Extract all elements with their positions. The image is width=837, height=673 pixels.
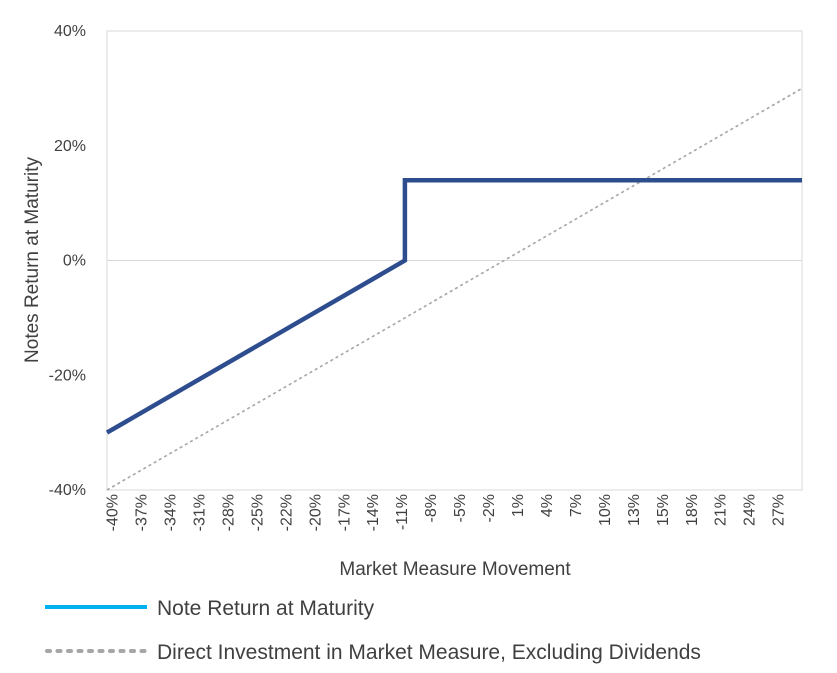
x-tick-label: -37% <box>134 494 151 531</box>
x-tick-label: 1% <box>510 494 527 517</box>
x-tick-label: -2% <box>481 494 498 522</box>
x-tick-label: -14% <box>365 494 382 531</box>
x-tick-label: -11% <box>394 494 411 530</box>
x-tick-label: 18% <box>684 494 701 526</box>
x-tick-label: 15% <box>655 494 672 526</box>
x-tick-label: -25% <box>249 494 266 531</box>
series-direct-investment-line <box>106 87 803 491</box>
x-tick-label: -28% <box>220 494 237 531</box>
x-tick-label: 27% <box>771 494 788 526</box>
x-tick-label: 7% <box>568 494 585 517</box>
x-tick-label: -17% <box>336 494 353 531</box>
x-tick-label: -8% <box>423 494 440 522</box>
y-tick-label: 0% <box>63 253 86 270</box>
series-note-return-line <box>105 177 802 435</box>
x-tick-label: -34% <box>163 494 180 531</box>
x-tick-label: 21% <box>713 494 730 526</box>
x-axis-title: Market Measure Movement <box>339 559 571 580</box>
y-axis-title: Notes Return at Maturity <box>22 157 43 363</box>
x-tick-label: 10% <box>597 494 614 526</box>
x-tick-label: -40% <box>105 494 122 531</box>
x-tick-label: -31% <box>191 494 208 531</box>
x-tick-label: 24% <box>742 494 759 526</box>
y-tick-label: -20% <box>49 367 86 384</box>
y-tick-label: -40% <box>49 482 86 499</box>
legend: Note Return at Maturity Direct Investmen… <box>45 597 701 664</box>
x-tick-label: -22% <box>278 494 295 531</box>
y-tick-label: 40% <box>54 23 86 40</box>
x-axis-tick-labels: -40% -37% -34% -31% -28% -25% -22% -20% -17% -14%… <box>105 494 788 531</box>
legend-label-direct-investment: Direct Investment in Market Measure, Exc… <box>157 641 701 664</box>
x-tick-label: 4% <box>539 494 556 517</box>
x-tick-label: -20% <box>307 494 324 531</box>
y-tick-label: 20% <box>54 138 86 155</box>
x-tick-label: 13% <box>626 494 643 526</box>
series-layer <box>105 87 803 491</box>
legend-label-note-return: Note Return at Maturity <box>157 597 375 620</box>
x-tick-label: -5% <box>452 494 469 522</box>
y-axis-tick-labels: 40% 20% 0% -20% -40% <box>49 23 86 499</box>
